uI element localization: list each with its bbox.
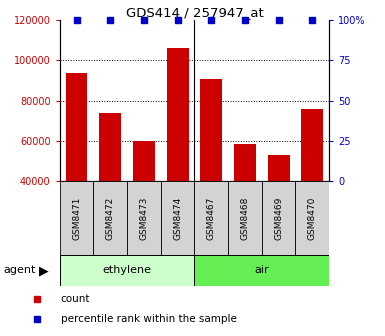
Bar xyxy=(301,109,323,181)
Bar xyxy=(268,155,290,181)
Bar xyxy=(194,181,228,255)
Bar xyxy=(60,181,93,255)
Text: GSM8474: GSM8474 xyxy=(173,197,182,240)
Bar xyxy=(65,73,87,181)
Bar xyxy=(161,181,194,255)
Bar xyxy=(234,144,256,181)
Bar xyxy=(93,181,127,255)
Text: GSM8471: GSM8471 xyxy=(72,197,81,240)
Text: GSM8467: GSM8467 xyxy=(207,197,216,240)
Text: percentile rank within the sample: percentile rank within the sample xyxy=(61,314,237,324)
Text: agent: agent xyxy=(4,265,36,276)
Bar xyxy=(296,181,329,255)
Text: ▶: ▶ xyxy=(38,264,48,277)
Bar xyxy=(133,141,155,181)
Bar xyxy=(60,255,194,286)
Bar xyxy=(99,113,121,181)
Text: air: air xyxy=(254,265,269,276)
Bar xyxy=(167,48,189,181)
Bar xyxy=(194,255,329,286)
Text: GSM8473: GSM8473 xyxy=(139,197,148,240)
Bar xyxy=(262,181,296,255)
Text: count: count xyxy=(61,294,90,304)
Bar xyxy=(200,79,222,181)
Text: GSM8472: GSM8472 xyxy=(106,197,115,240)
Bar xyxy=(127,181,161,255)
Text: GSM8469: GSM8469 xyxy=(274,197,283,240)
Text: GSM8468: GSM8468 xyxy=(241,197,249,240)
Text: GSM8470: GSM8470 xyxy=(308,197,317,240)
Bar xyxy=(228,181,262,255)
Title: GDS414 / 257947_at: GDS414 / 257947_at xyxy=(126,6,263,19)
Text: ethylene: ethylene xyxy=(102,265,152,276)
